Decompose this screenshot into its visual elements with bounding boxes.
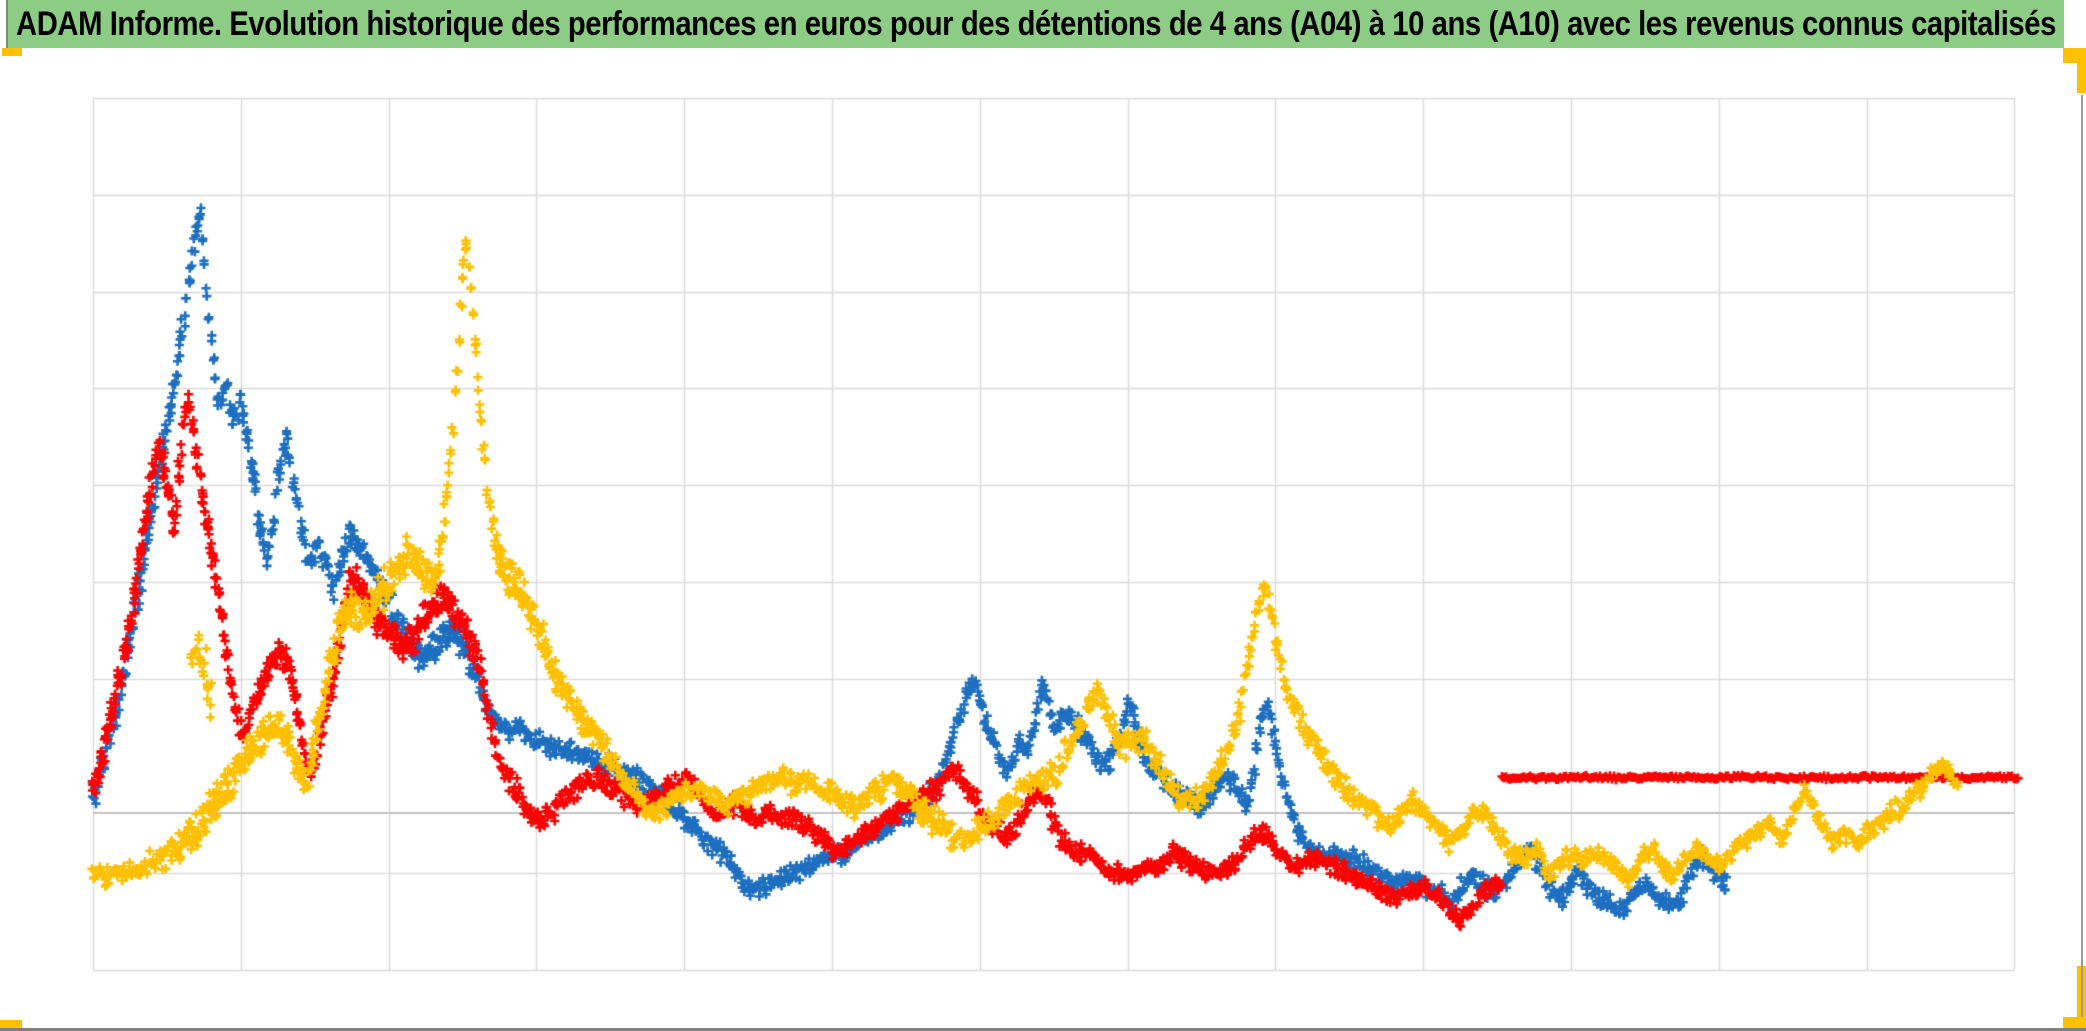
selection-right-border xyxy=(2081,95,2083,1017)
selection-handle-top-right-vertical[interactable] xyxy=(2077,48,2086,93)
window-bottom-border xyxy=(0,1028,2086,1031)
selection-handle-top-left[interactable] xyxy=(2,48,22,56)
selection-handle-bottom-left[interactable] xyxy=(0,1020,22,1030)
